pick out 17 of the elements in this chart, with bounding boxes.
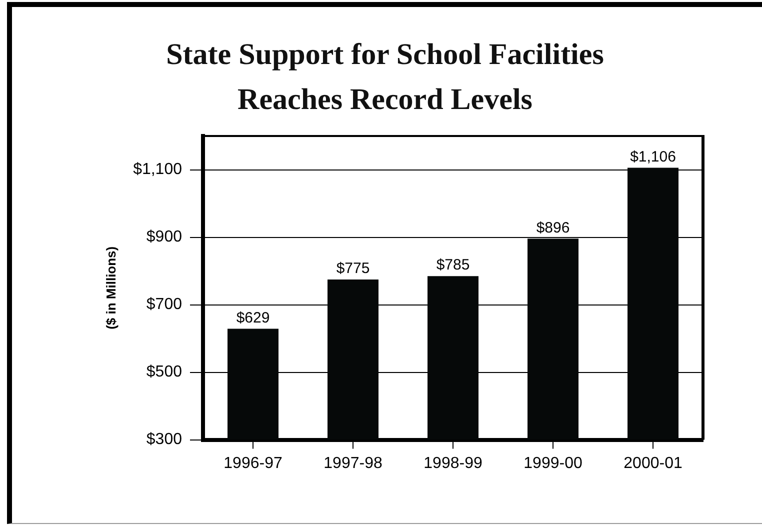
chart-title: State Support for School Facilities Reaches Record Levels bbox=[165, 37, 605, 118]
x-tick-label: 1998-99 bbox=[424, 454, 482, 472]
data-label: $896 bbox=[536, 219, 570, 236]
y-tick-label: $1,100 bbox=[133, 161, 182, 178]
x-tick-label: 1996-97 bbox=[224, 454, 282, 472]
x-tick-label: 2000-01 bbox=[624, 454, 682, 472]
data-label: $775 bbox=[336, 260, 370, 278]
y-tick-label: $300 bbox=[146, 431, 182, 448]
data-label: $629 bbox=[236, 309, 270, 326]
data-label: $785 bbox=[436, 256, 470, 274]
y-tick-label: $700 bbox=[146, 296, 182, 314]
y-tick-label: $500 bbox=[146, 364, 182, 381]
x-tick-label: 1999-00 bbox=[524, 454, 582, 472]
y-tick-label: $900 bbox=[146, 228, 182, 246]
y-axis-title: ($ in Millions) bbox=[103, 246, 118, 330]
data-label: $1,106 bbox=[630, 148, 676, 166]
x-tick-label: 1997-98 bbox=[324, 454, 382, 472]
